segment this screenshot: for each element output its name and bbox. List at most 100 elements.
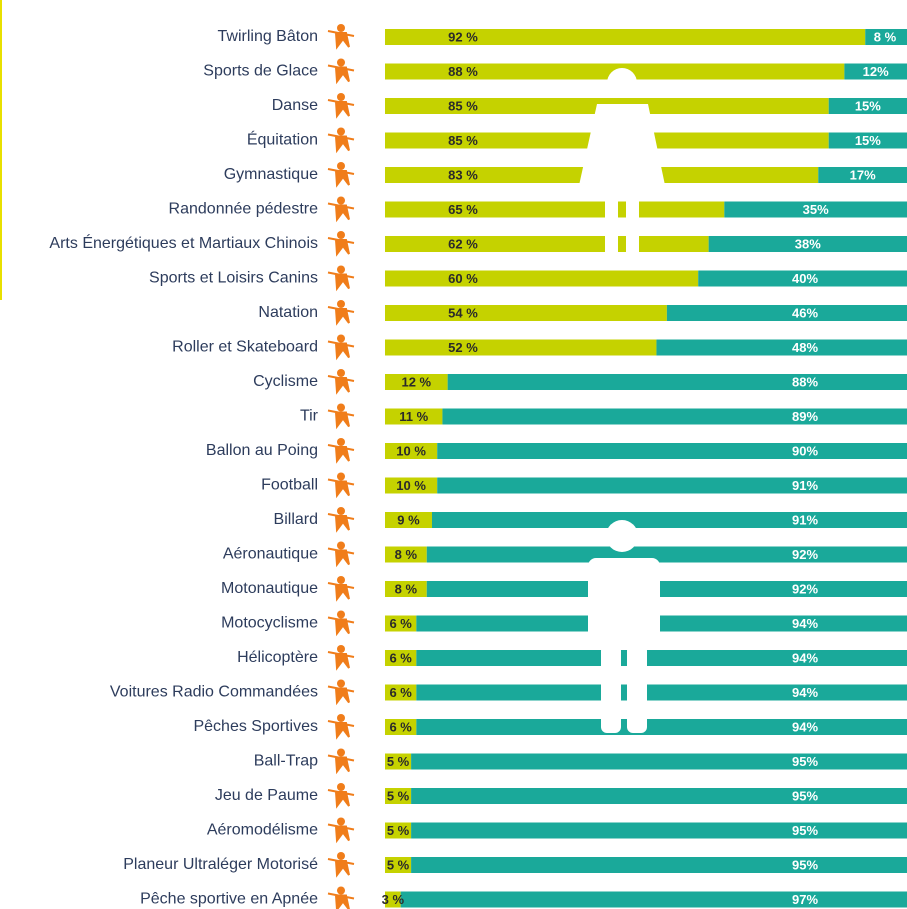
value-label: 10 % [396,443,426,458]
value-label: 17% [850,167,876,182]
value-label: 92 % [448,29,478,44]
bar-segment [385,305,667,321]
sport-icon [337,472,345,481]
bar-segment [385,408,443,425]
bar-segment [385,857,412,873]
sport-icon [327,444,355,464]
value-label: 95% [792,857,818,872]
bar-segment [416,650,907,666]
value-label: 52 % [448,340,478,355]
sport-icon [337,438,345,446]
category-label: Roller et Skateboard [172,339,318,356]
value-label: 85 % [448,98,478,113]
category-label: Sports de Glace [203,63,318,80]
value-label: 54 % [448,305,478,320]
bar-segment [385,477,438,494]
bar-segment [828,132,907,149]
bar-segment [385,753,412,770]
woman-leg [626,190,639,255]
silhouettes [578,68,666,733]
bar-segment [385,822,412,839]
category-label: Ball-Trap [254,753,318,770]
value-label: 91% [792,512,818,527]
value-label: 88% [792,374,818,389]
category-label: Sports et Loisirs Canins [149,270,318,287]
sport-icon [327,858,355,878]
category-label: Aéronautique [223,546,318,563]
bar-segment [385,546,427,563]
sport-icon [327,547,355,568]
bar-segment [426,581,907,597]
woman-dress [578,104,666,190]
bar-segment [411,788,907,804]
man-torso [588,558,660,650]
man-head [606,520,638,552]
bar-segment [385,650,417,666]
category-label: Équitation [247,130,318,149]
bar-segment [385,339,657,356]
value-label: 8 % [395,547,418,562]
sport-icon [337,783,345,791]
sport-icon [327,789,355,809]
sport-icon [337,886,345,895]
bar-segment [442,408,907,425]
bar-segment [724,201,907,218]
category-label: Motonautique [221,580,318,597]
bar-segment [385,201,725,218]
sport-icon [327,409,355,430]
sport-icon [327,651,355,671]
bar-segment [385,581,427,597]
value-label: 46% [792,305,818,320]
sport-icon [337,610,345,619]
sport-icon [327,271,355,292]
man-leg [627,645,647,733]
sport-icon [327,478,355,499]
sport-icon [337,645,345,653]
category-label: Planeur Ultraléger Motorisé [123,856,318,873]
sport-icon [327,375,355,395]
sport-icon [327,168,355,188]
value-label: 90% [792,443,818,458]
value-label: 94% [792,719,818,734]
sport-icon [337,231,345,239]
bar-segment [818,167,907,183]
sport-icon [327,133,355,154]
sport-icon [327,30,355,50]
value-label: 9 % [397,512,420,527]
bar-segment [385,236,709,252]
sport-icon [337,576,345,584]
bar-segment [426,546,907,563]
bar-segment [385,891,401,908]
sport-icon [327,513,355,533]
bar-segment [385,684,417,701]
value-label: 60 % [448,271,478,286]
sport-icon [337,541,345,550]
value-label: 83 % [448,167,478,182]
sport-icon [327,340,355,361]
bar-segment [385,29,866,45]
value-label: 92% [792,547,818,562]
sport-icon [327,202,355,223]
bar-segment [431,512,907,528]
value-label: 8 % [395,581,418,596]
sport-icon [327,237,355,257]
bar-segment [385,788,412,804]
sport-icon [337,162,345,170]
value-label: 5 % [387,857,410,872]
category-label: Ballon au Poing [206,442,318,459]
sport-icon [327,306,355,326]
bar-segment [400,891,907,908]
bar-segment [385,443,438,459]
sport-icon [337,127,345,136]
sport-icon [327,892,355,909]
category-label: Cyclisme [253,373,318,390]
sport-icon [337,852,345,860]
category-label: Danse [272,97,318,114]
bar-segment [411,822,907,839]
sport-icon [337,679,345,688]
value-label: 92% [792,581,818,596]
sport-icon [337,748,345,757]
value-label: 11 % [399,409,428,424]
category-label: Motocyclisme [221,615,318,632]
value-label: 8 % [874,29,897,44]
